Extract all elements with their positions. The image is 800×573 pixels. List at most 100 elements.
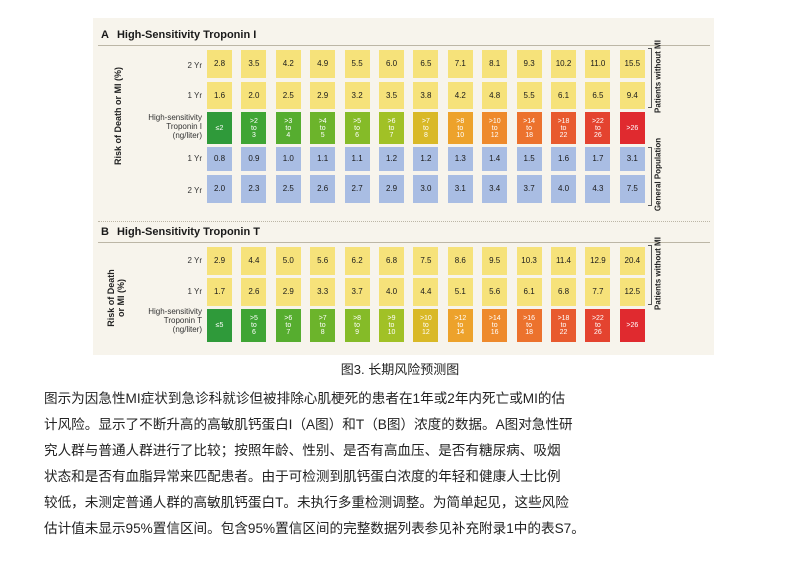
troponin-level-cell: >5 to 6 [344, 112, 370, 144]
troponin-level-text: to [560, 124, 567, 132]
troponin-level-text: >22 [591, 117, 604, 125]
population-1yr-cell: 3.1 [619, 147, 645, 171]
troponin-t-label-line1: High-sensitivity [148, 307, 202, 316]
troponin-level-text: ≤2 [215, 124, 224, 132]
patients-2yr-cell: 5.0 [275, 247, 301, 275]
troponin-level-text: to [594, 124, 601, 132]
patients-2yr-cell: 6.8 [379, 247, 404, 275]
troponin-level-text: to [422, 124, 429, 132]
patients-1yr-cell: 5.6 [482, 278, 508, 306]
troponin-i-label-line2: Troponin I [166, 122, 202, 131]
troponin-level-text: to [285, 322, 292, 329]
patients-label-b: Patients without MI [653, 237, 663, 310]
troponin-level-text: 12 [490, 131, 499, 139]
troponin-level-text: 22 [559, 329, 568, 336]
panel-divider [98, 221, 710, 222]
troponin-level-text: to [457, 124, 464, 132]
troponin-level-text: ≤5 [215, 322, 224, 329]
troponin-level-cell: >3 to 4 [275, 112, 301, 144]
troponin-level-text: 26 [593, 329, 602, 336]
patients-2yr-cell: 10.2 [551, 50, 576, 78]
patients-1yr-cell: 2.0 [241, 82, 267, 109]
troponin-level-text: 7 [389, 131, 394, 139]
troponin-level-cell: >18 to 22 [551, 112, 576, 144]
patients-1yr-cell: 3.3 [310, 278, 336, 306]
troponin-level-text: to [250, 322, 257, 329]
population-2yr-cell: 4.3 [585, 175, 611, 203]
patients-2yr-cell: 15.5 [619, 50, 645, 78]
troponin-level-cell: >16 to 18 [516, 309, 542, 342]
troponin-level-cell: >18 to 22 [551, 309, 576, 342]
troponin-level-cell: >26 [619, 112, 645, 144]
patients-2yr-cell: 4.2 [275, 50, 301, 78]
troponin-level-cell: >6 to 7 [275, 309, 301, 342]
population-1yr-cell: 1.0 [275, 147, 301, 171]
troponin-level-text: to [526, 322, 533, 329]
troponin-level-text: >6 [387, 117, 396, 125]
panel-a-letter: A [101, 29, 109, 41]
troponin-level-text: to [319, 124, 326, 132]
patients-bracket-a [648, 48, 652, 108]
troponin-i-label-line3: (ng/liter) [172, 131, 202, 140]
troponin-level-text: to [354, 322, 361, 329]
panel-b-title: B High-Sensitivity Troponin T [101, 226, 260, 238]
troponin-level-text: >14 [488, 315, 501, 322]
troponin-level-text: 10 [387, 329, 396, 336]
troponin-level-text: 4 [286, 131, 291, 139]
troponin-level-text: 8 [423, 131, 428, 139]
population-2yr-cell: 2.3 [241, 175, 267, 203]
troponin-level-text: to [457, 322, 464, 329]
troponin-level-cell: >14 to 18 [516, 112, 542, 144]
panel-a-title: A High-Sensitivity Troponin I [101, 29, 256, 41]
troponin-level-text: >10 [419, 315, 432, 322]
population-1yr-cell: 1.6 [551, 147, 576, 171]
patients-1yr-cell: 9.4 [619, 82, 645, 109]
troponin-level-text: to [422, 322, 429, 329]
troponin-level-cell: >14 to 16 [482, 309, 508, 342]
troponin-level-text: >8 [353, 315, 362, 322]
troponin-level-text: >5 [249, 315, 258, 322]
troponin-level-text: >3 [284, 117, 293, 125]
description-line: 估计值未显示95%置信区间。包含95%置信区间的完整数据列表参见补充附录1中的表… [44, 521, 585, 536]
troponin-level-text: >10 [488, 117, 501, 125]
row-label-troponin-t: High-sensitivity Troponin T (ng/liter) [110, 307, 202, 334]
troponin-level-text: 18 [525, 131, 533, 139]
patients-label-a: Patients without MI [653, 40, 663, 113]
patients-2yr-cell: 11.0 [585, 50, 611, 78]
troponin-level-cell: >10 to 12 [413, 309, 439, 342]
troponin-level-text: to [491, 322, 498, 329]
description-line: 状态和是否有血脂异常来匹配患者。由于可检测到肌钙蛋白浓度的年轻和健康人士比例 [44, 469, 561, 484]
panel-a-rule [98, 45, 710, 46]
troponin-level-text: >9 [387, 315, 396, 322]
troponin-level-cell: >7 to 8 [413, 112, 439, 144]
troponin-level-text: 3 [251, 131, 256, 139]
troponin-level-text: >2 [249, 117, 258, 125]
patients-bracket-b [648, 245, 652, 305]
population-1yr-cell: 0.8 [207, 147, 232, 171]
troponin-level-text: >7 [318, 315, 327, 322]
patients-2yr-cell: 7.5 [413, 247, 439, 275]
troponin-level-cell: >4 to 5 [310, 112, 336, 144]
troponin-level-text: >6 [284, 315, 293, 322]
population-1yr-cell: 1.5 [516, 147, 542, 171]
troponin-level-text: >5 [353, 117, 362, 125]
figure-description: 图示为因急性MI症状到急诊科就诊但被排除心肌梗死的患者在1年或2年内死亡或MI的… [44, 386, 764, 542]
patients-1yr-cell: 5.5 [516, 82, 542, 109]
patients-1yr-cell: 6.1 [516, 278, 542, 306]
patients-1yr-cell: 1.6 [207, 82, 232, 109]
troponin-level-text: 22 [559, 131, 568, 139]
troponin-i-label-line1: High-sensitivity [148, 113, 202, 122]
description-line: 图示为因急性MI症状到急诊科就诊但被排除心肌梗死的患者在1年或2年内死亡或MI的… [44, 391, 566, 406]
description-line: 较低，未测定普通人群的高敏肌钙蛋白T。未执行多重检测调整。为简单起见，这些风险 [44, 495, 569, 510]
troponin-level-text: to [285, 124, 292, 132]
population-1yr-cell: 1.1 [344, 147, 370, 171]
troponin-level-text: 9 [355, 329, 360, 336]
patients-2yr-cell: 4.9 [310, 50, 336, 78]
patients-1yr-cell: 2.9 [275, 278, 301, 306]
row-label-2yr-pop: 2 Yr [187, 186, 202, 195]
troponin-level-text: to [491, 124, 498, 132]
troponin-level-text: >22 [591, 315, 604, 322]
description-line: 究人群与普通人群进行了比较；按照年龄、性别、是否有高血压、是否有糖尿病、吸烟 [44, 443, 561, 458]
patients-1yr-cell: 2.9 [310, 82, 336, 109]
troponin-level-text: to [594, 322, 601, 329]
